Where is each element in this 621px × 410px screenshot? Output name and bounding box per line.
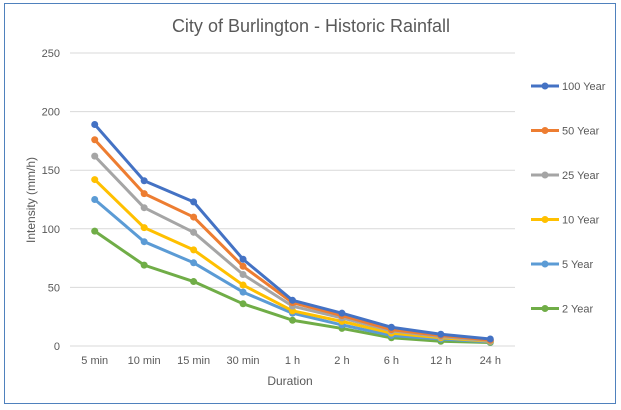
series-layer <box>91 120 494 346</box>
data-point <box>338 309 346 317</box>
x-tick-label: 1 h <box>285 355 300 367</box>
data-point <box>140 224 148 232</box>
data-point <box>289 296 296 304</box>
data-point <box>140 177 148 185</box>
legend-swatch-marker <box>541 127 549 134</box>
data-point <box>140 261 148 269</box>
data-point <box>140 204 148 212</box>
y-tick-label: 150 <box>42 165 60 177</box>
data-point <box>239 288 247 296</box>
data-point <box>140 190 148 198</box>
legend-item: 25 Year <box>531 170 600 182</box>
data-point <box>190 278 198 286</box>
legend-item: 50 Year <box>531 126 600 138</box>
legend-label: 10 Year <box>562 215 600 227</box>
legend-swatch-marker <box>541 305 549 312</box>
legend-swatch-marker <box>541 216 549 223</box>
legend-label: 25 Year <box>562 170 600 182</box>
legend-item: 5 Year <box>531 259 594 271</box>
x-tick-label: 24 h <box>480 355 501 367</box>
data-point <box>387 323 395 331</box>
legend-swatch-marker <box>541 82 549 90</box>
series-100-year <box>91 120 494 343</box>
data-point <box>239 262 247 270</box>
y-tick-label: 0 <box>54 341 60 353</box>
data-point <box>289 316 296 324</box>
y-tick-label: 250 <box>42 48 60 60</box>
legend-label: 5 Year <box>562 259 594 271</box>
legend-label: 100 Year <box>562 81 606 93</box>
data-point <box>239 255 247 263</box>
data-point <box>91 227 99 235</box>
x-tick-label: 5 min <box>81 355 108 367</box>
legend: 100 Year 50 Year 25 Year 10 Year 5 Year 2 Yea… <box>531 81 606 316</box>
x-tick-label: 6 h <box>384 355 399 367</box>
y-axis-title: Intensity (mm/h) <box>24 157 38 243</box>
data-point <box>91 152 99 160</box>
data-point <box>239 271 247 279</box>
legend-swatch-marker <box>541 260 549 268</box>
x-tick-label: 10 min <box>128 355 161 367</box>
series-line <box>93 229 492 344</box>
data-point <box>190 213 198 221</box>
data-point <box>239 300 247 308</box>
chart-frame <box>4 3 616 404</box>
data-point <box>239 281 247 289</box>
data-point <box>140 238 148 246</box>
legend-label: 2 Year <box>562 304 594 316</box>
series-2-year <box>91 227 494 346</box>
x-axis-title: Duration <box>267 374 312 388</box>
legend-swatch-marker <box>541 171 549 179</box>
chart-title: City of Burlington - Historic Rainfall <box>172 16 450 36</box>
data-point <box>190 198 198 206</box>
data-point <box>91 136 99 144</box>
data-point <box>91 176 99 184</box>
x-tick-label: 2 h <box>334 355 349 367</box>
x-axis-ticks: 5 min 10 min 15 min 30 min 1 h 2 h 6 h 12 h 24 h <box>81 355 501 367</box>
data-point <box>486 335 494 343</box>
x-tick-label: 15 min <box>177 355 210 367</box>
y-axis-ticks: 0 50 100 150 200 250 <box>42 48 60 353</box>
data-point <box>91 120 99 128</box>
x-tick-label: 30 min <box>227 355 260 367</box>
legend-item: 100 Year <box>531 81 606 93</box>
data-point <box>190 228 198 236</box>
data-point <box>190 246 198 254</box>
legend-label: 50 Year <box>562 126 600 138</box>
data-point <box>91 196 99 203</box>
y-tick-label: 50 <box>48 282 60 294</box>
x-tick-label: 12 h <box>430 355 451 367</box>
legend-item: 10 Year <box>531 215 600 227</box>
y-tick-label: 200 <box>42 107 60 119</box>
data-point <box>437 330 445 338</box>
legend-item: 2 Year <box>531 304 594 316</box>
data-point <box>190 259 198 267</box>
y-tick-label: 100 <box>42 224 60 236</box>
